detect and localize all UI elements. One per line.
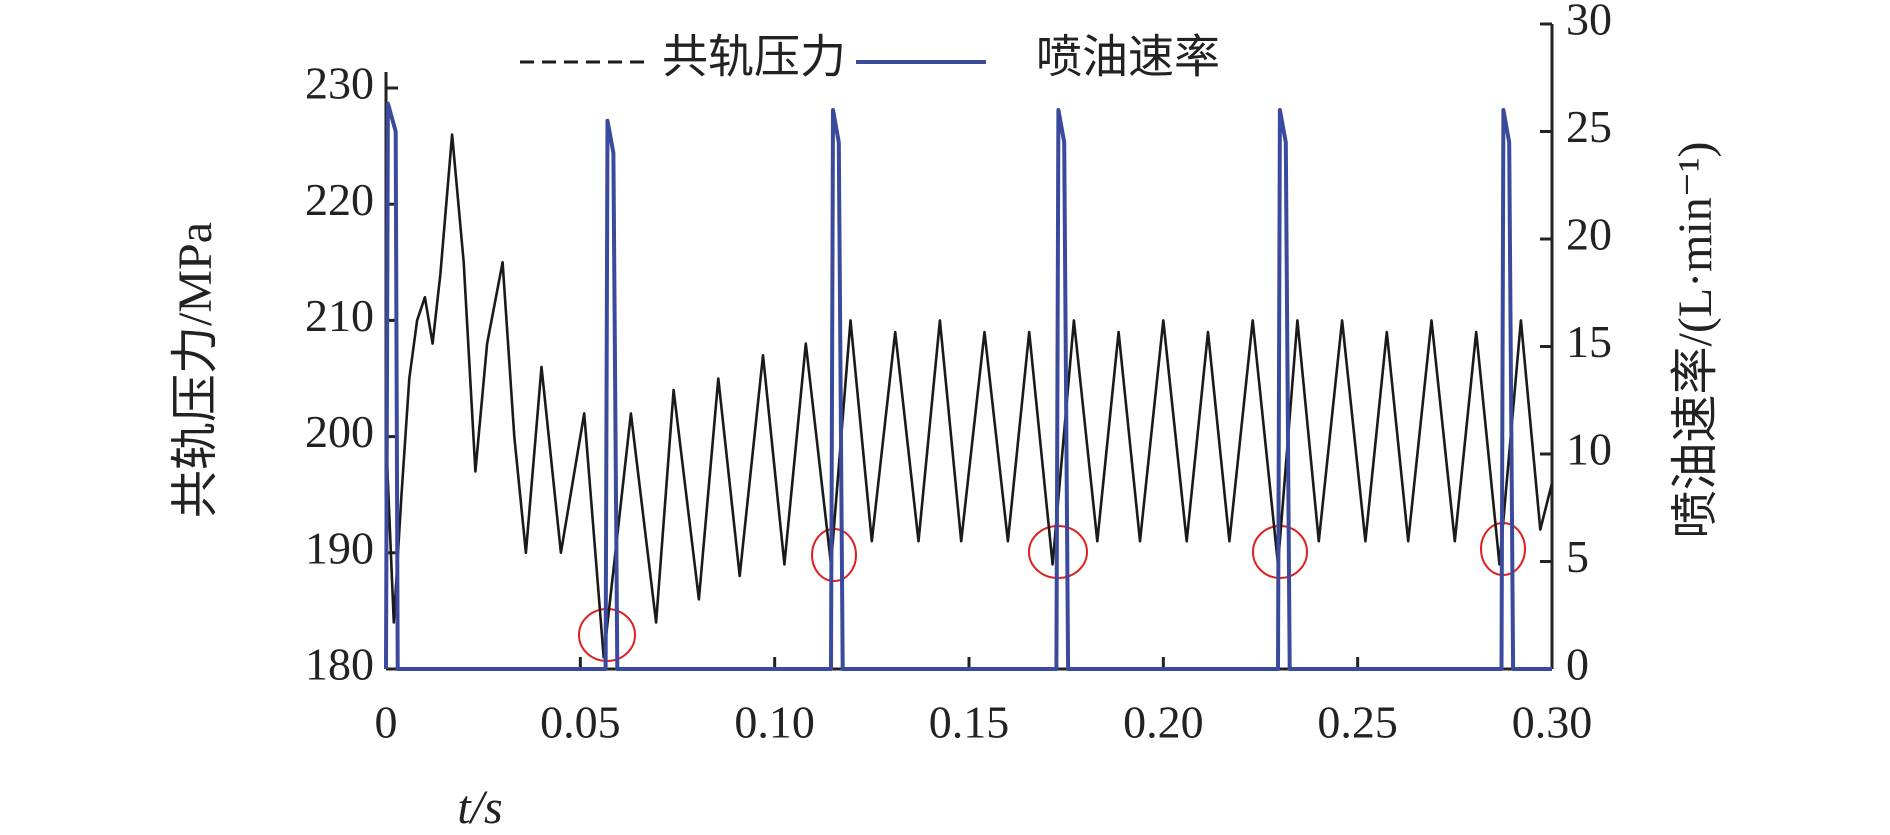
x-tick-label: 0.10 <box>734 697 815 748</box>
y-axis-label: 共轨压力/MPa <box>169 222 222 518</box>
x-tick-label: 0.20 <box>1123 697 1204 748</box>
y-tick-label: 190 <box>305 522 374 573</box>
y2-tick-label: 30 <box>1566 0 1612 45</box>
y-tick-label: 210 <box>305 290 374 341</box>
y2-tick-label: 20 <box>1566 209 1612 260</box>
x-tick-label: 0 <box>375 697 398 748</box>
y2-tick-label: 5 <box>1566 531 1589 582</box>
y-tick-label: 200 <box>305 406 374 457</box>
legend-label: 喷油速率 <box>1036 32 1220 83</box>
annotation-circles <box>578 522 1526 662</box>
y-tick-label: 230 <box>305 58 374 109</box>
x-tick-label: 0.15 <box>929 697 1010 748</box>
x-tick-label: 0.30 <box>1512 697 1593 748</box>
x-axis-label: t/s <box>457 781 502 834</box>
y2-tick-label: 10 <box>1566 424 1612 475</box>
y-tick-label: 180 <box>305 639 374 690</box>
y2-tick-label: 0 <box>1566 639 1589 690</box>
x-tick-label: 0.05 <box>540 697 621 748</box>
y-tick-label: 220 <box>305 174 374 225</box>
y2-tick-label: 15 <box>1566 316 1612 367</box>
x-tick-label: 0.25 <box>1317 697 1398 748</box>
y2-axis-label: 喷油速率/(L·min⁻¹) <box>1669 141 1722 538</box>
series-line <box>384 101 1552 671</box>
series-line <box>384 133 1554 659</box>
y2-tick-label: 25 <box>1566 101 1612 152</box>
legend-label: 共轨压力 <box>662 32 846 83</box>
